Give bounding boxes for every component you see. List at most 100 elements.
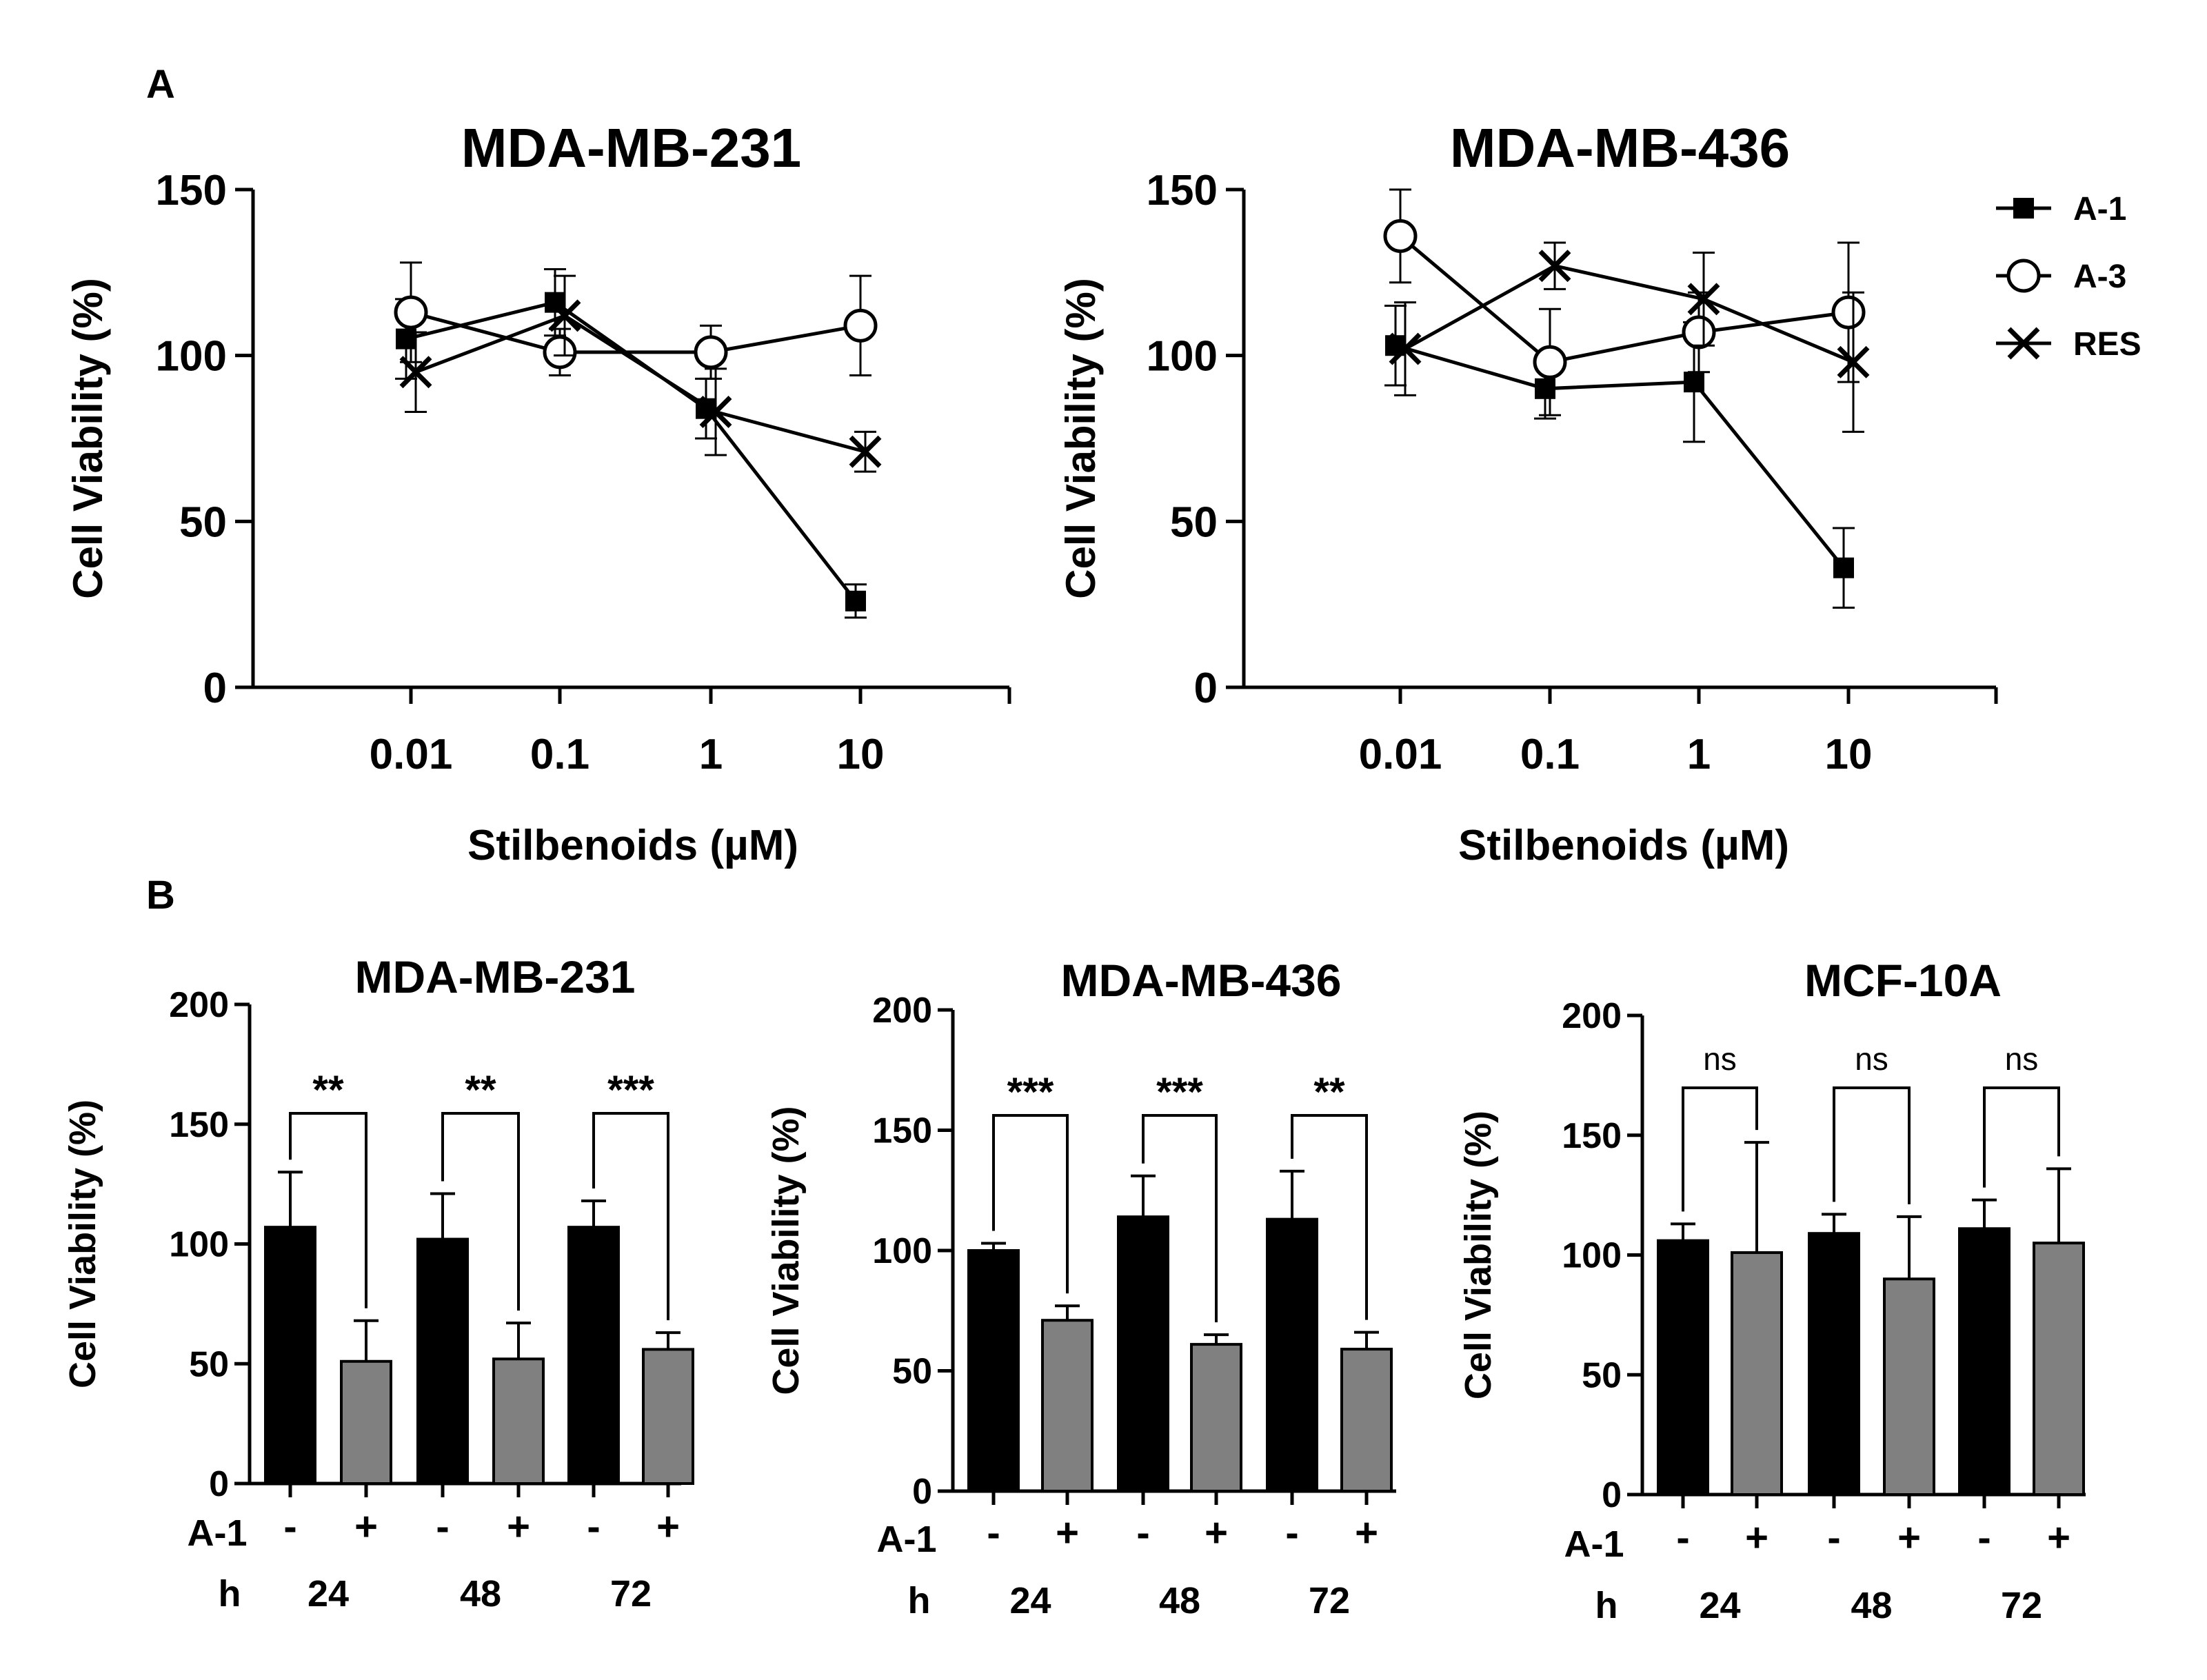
bar-chart-mda-mb-231: MDA-MB-231 0 50 100 150 200 Cell Viability (%)… bbox=[62, 951, 694, 1615]
hour-label: 48 bbox=[1159, 1580, 1200, 1621]
y-tick-label: 200 bbox=[872, 991, 932, 1031]
row-label-h: h bbox=[1595, 1585, 1618, 1626]
data-point-a-3 bbox=[843, 308, 878, 343]
y-axis-label: Cell Viability (%) bbox=[765, 1106, 807, 1395]
hour-label: 72 bbox=[610, 1573, 652, 1615]
x-tick-label: 10 bbox=[1825, 731, 1873, 778]
line-chart-mda-mb-436: MDA-MB-436 0 50 100 150 0.01 0.1 1 10 Stilbenoids… bbox=[1058, 117, 2142, 869]
data-point-a-3 bbox=[694, 335, 728, 370]
significance-bracket bbox=[1983, 1086, 2060, 1188]
y-axis-label: Cell Viability (%) bbox=[62, 1100, 103, 1388]
significance-label: *** bbox=[607, 1068, 654, 1113]
treatment-sign: + bbox=[1205, 1510, 1228, 1555]
treatment-sign: - bbox=[1136, 1510, 1149, 1555]
data-point-a-1 bbox=[1684, 372, 1704, 393]
x-axis-label: Stilbenoids (µM) bbox=[467, 822, 798, 869]
hour-label: 48 bbox=[1851, 1585, 1892, 1626]
y-tick-label: 50 bbox=[189, 1344, 229, 1384]
chart-title: MDA-MB-231 bbox=[461, 117, 801, 179]
treatment-sign: + bbox=[507, 1504, 530, 1549]
bar-control bbox=[1117, 1215, 1169, 1492]
data-point-res bbox=[849, 435, 882, 468]
treatment-sign: - bbox=[587, 1504, 600, 1549]
y-tick-label: 0 bbox=[1602, 1475, 1622, 1515]
bar-treated bbox=[1340, 1348, 1393, 1492]
treatment-sign: - bbox=[1676, 1515, 1689, 1560]
significance-label: ns bbox=[1703, 1041, 1737, 1077]
series-line-a-1 bbox=[405, 300, 857, 603]
significance-bracket bbox=[1142, 1114, 1218, 1323]
treatment-sign: - bbox=[987, 1510, 1000, 1555]
bar-treated bbox=[340, 1359, 392, 1486]
bar-control bbox=[1958, 1227, 2011, 1497]
treatment-sign: + bbox=[1897, 1515, 1921, 1560]
data-point-a-1 bbox=[1833, 557, 1854, 578]
row-label-a1: A-1 bbox=[876, 1519, 936, 1560]
treatment-sign: - bbox=[283, 1504, 296, 1549]
bar-treated bbox=[1041, 1319, 1094, 1492]
data-point-res bbox=[1389, 332, 1422, 365]
data-point-res bbox=[1538, 250, 1571, 283]
data-point-a-1 bbox=[1535, 378, 1555, 399]
y-tick-label: 0 bbox=[1194, 665, 1218, 712]
y-tick-label: 50 bbox=[1170, 498, 1218, 546]
series-line-a-3 bbox=[1399, 234, 1849, 364]
legend-entry: A-3 bbox=[2073, 259, 2126, 295]
hour-label: 48 bbox=[460, 1573, 501, 1615]
treatment-sign: + bbox=[1056, 1510, 1079, 1555]
y-tick-label: 100 bbox=[169, 1225, 229, 1265]
data-point-res bbox=[399, 356, 432, 389]
y-tick-label: 100 bbox=[1147, 333, 1218, 381]
bar-chart-mcf-10a: MCF-10A 0 50 100 150 200 Cell Viability (%) - + -… bbox=[1458, 955, 2086, 1626]
treatment-sign: - bbox=[1977, 1515, 1991, 1560]
data-point-res bbox=[699, 396, 732, 428]
y-tick-label: 0 bbox=[203, 665, 227, 712]
x-tick-label: 1 bbox=[699, 731, 723, 778]
y-tick-label: 150 bbox=[1147, 167, 1218, 214]
chart-title: MDA-MB-231 bbox=[354, 951, 635, 1002]
x-tick-label: 10 bbox=[837, 731, 885, 778]
x-tick-label: 0.01 bbox=[370, 731, 453, 778]
chart-title: MDA-MB-436 bbox=[1450, 117, 1790, 179]
significance-bracket bbox=[289, 1112, 367, 1308]
row-label-h: h bbox=[908, 1580, 931, 1621]
treatment-sign: - bbox=[1285, 1510, 1298, 1555]
y-tick-label: 0 bbox=[912, 1472, 932, 1512]
bar-control bbox=[1657, 1239, 1709, 1497]
panel-label-b: B bbox=[146, 873, 175, 918]
data-point-a-3 bbox=[1383, 219, 1418, 253]
row-label-h: h bbox=[219, 1573, 241, 1615]
bar-treated bbox=[1883, 1277, 1935, 1496]
y-axis-label: Cell Viability (%) bbox=[1458, 1111, 1499, 1399]
series-line-a-3 bbox=[410, 310, 861, 354]
treatment-sign: + bbox=[1355, 1510, 1378, 1555]
y-tick-label: 150 bbox=[1562, 1116, 1622, 1156]
data-point-a-3 bbox=[1533, 345, 1567, 379]
y-tick-label: 50 bbox=[1582, 1355, 1622, 1395]
treatment-sign: + bbox=[1745, 1515, 1768, 1560]
panel-label-a: A bbox=[146, 62, 175, 107]
significance-bracket bbox=[1833, 1086, 1911, 1204]
significance-bracket bbox=[1291, 1114, 1368, 1320]
x-axis-label: Stilbenoids (µM) bbox=[1458, 822, 1789, 869]
treatment-sign: + bbox=[2047, 1515, 2070, 1560]
bar-treated bbox=[1731, 1251, 1783, 1497]
y-tick-label: 100 bbox=[1562, 1236, 1622, 1276]
data-point-a-3 bbox=[1682, 315, 1716, 350]
x-tick-label: 1 bbox=[1687, 731, 1711, 778]
significance-label: ns bbox=[1855, 1041, 1888, 1077]
legend-marker bbox=[2013, 198, 2034, 219]
data-point-a-1 bbox=[545, 292, 565, 313]
significance-label: ** bbox=[312, 1068, 344, 1113]
y-tick-label: 200 bbox=[1562, 996, 1622, 1036]
data-point-a-3 bbox=[543, 335, 577, 370]
significance-bracket bbox=[592, 1112, 669, 1321]
line-chart-mda-mb-231: MDA-MB-231 0 50 100 150 0.01 0.1 1 10 Stilbenoids… bbox=[65, 117, 1011, 869]
y-tick-label: 50 bbox=[179, 498, 227, 546]
hour-label: 24 bbox=[1699, 1585, 1740, 1626]
series-line-res bbox=[415, 314, 866, 454]
chart-title: MCF-10A bbox=[1804, 955, 2002, 1006]
significance-label: *** bbox=[1007, 1070, 1054, 1115]
treatment-sign: + bbox=[354, 1504, 378, 1549]
